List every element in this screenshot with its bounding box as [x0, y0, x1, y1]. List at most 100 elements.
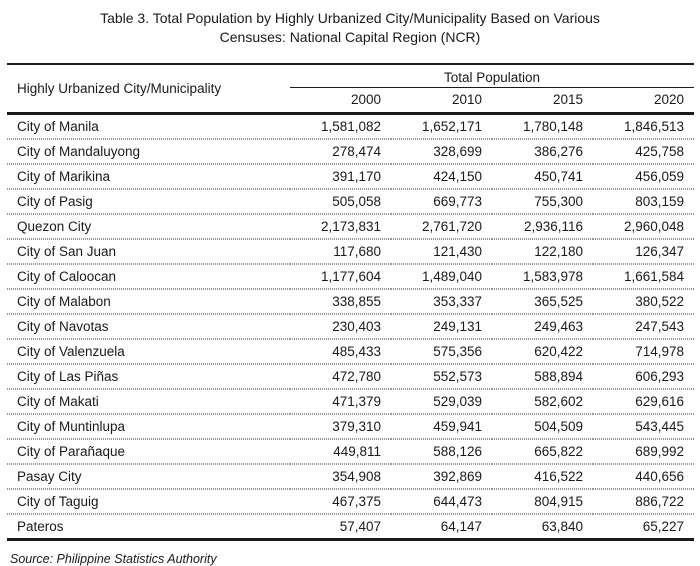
table-row: City of Taguig 467,375 644,473 804,915 886,7…: [7, 489, 695, 514]
population-value-cell: 755,300: [492, 189, 593, 214]
table-row: City of Valenzuela 485,433 575,356 620,422 7…: [7, 339, 695, 364]
table-row: Quezon City 2,173,831 2,761,720 2,936,116 2,…: [7, 214, 695, 239]
population-value-cell: 456,059: [593, 164, 695, 189]
header-total-population: Total Population: [290, 65, 695, 88]
population-value-cell: 278,474: [290, 139, 391, 164]
population-value-cell: 629,616: [593, 389, 695, 414]
population-value-cell: 2,173,831: [290, 214, 391, 239]
population-value-cell: 1,581,082: [290, 115, 391, 139]
table-row: City of Parañaque 449,811 588,126 665,822 68…: [7, 439, 695, 464]
city-name-cell: City of Caloocan: [7, 264, 290, 289]
city-name-cell: City of Pasig: [7, 189, 290, 214]
city-name-cell: City of Manila: [7, 115, 290, 139]
population-value-cell: 1,846,513: [593, 115, 695, 139]
population-value-cell: 2,761,720: [391, 214, 492, 239]
population-value-cell: 416,522: [492, 464, 593, 489]
table-row: City of Manila 1,581,082 1,652,171 1,780,14…: [7, 115, 695, 139]
population-value-cell: 440,656: [593, 464, 695, 489]
population-value-cell: 379,310: [290, 414, 391, 439]
population-value-cell: 122,180: [492, 239, 593, 264]
population-value-cell: 1,583,978: [492, 264, 593, 289]
population-value-cell: 485,433: [290, 339, 391, 364]
population-value-cell: 1,489,040: [391, 264, 492, 289]
population-value-cell: 1,177,604: [290, 264, 391, 289]
population-value-cell: 714,978: [593, 339, 695, 364]
header-year-2010: 2010: [391, 88, 492, 115]
population-value-cell: 620,422: [492, 339, 593, 364]
population-value-cell: 1,661,584: [593, 264, 695, 289]
population-value-cell: 886,722: [593, 489, 695, 514]
population-value-cell: 230,403: [290, 314, 391, 339]
population-value-cell: 392,869: [391, 464, 492, 489]
table-title-line-1: Table 3. Total Population by Highly Urba…: [100, 10, 600, 26]
population-value-cell: 338,855: [290, 289, 391, 314]
population-value-cell: 803,159: [593, 189, 695, 214]
population-value-cell: 467,375: [290, 489, 391, 514]
population-value-cell: 2,936,116: [492, 214, 593, 239]
population-value-cell: 64,147: [391, 514, 492, 538]
population-value-cell: 588,894: [492, 364, 593, 389]
city-name-cell: City of Marikina: [7, 164, 290, 189]
header-year-2000: 2000: [290, 88, 391, 115]
population-value-cell: 472,780: [290, 364, 391, 389]
population-value-cell: 582,602: [492, 389, 593, 414]
population-value-cell: 354,908: [290, 464, 391, 489]
population-value-cell: 380,522: [593, 289, 695, 314]
population-value-cell: 505,058: [290, 189, 391, 214]
population-value-cell: 328,699: [391, 139, 492, 164]
header-year-2020: 2020: [593, 88, 695, 115]
table-row: City of Malabon 338,855 353,337 365,525 380,…: [7, 289, 695, 314]
header-city-municipality: Highly Urbanized City/Municipality: [7, 65, 290, 115]
population-value-cell: 606,293: [593, 364, 695, 389]
population-value-cell: 450,741: [492, 164, 593, 189]
population-value-cell: 665,822: [492, 439, 593, 464]
population-value-cell: 1,780,148: [492, 115, 593, 139]
population-value-cell: 644,473: [391, 489, 492, 514]
city-name-cell: City of Makati: [7, 389, 290, 414]
population-value-cell: 449,811: [290, 439, 391, 464]
table-row: City of Marikina 391,170 424,150 450,741 456…: [7, 164, 695, 189]
table-row: City of Caloocan 1,177,604 1,489,040 1,583,…: [7, 264, 695, 289]
population-value-cell: 552,573: [391, 364, 492, 389]
population-value-cell: 459,941: [391, 414, 492, 439]
population-value-cell: 804,915: [492, 489, 593, 514]
source-note: Source: Philippine Statistics Authority: [10, 552, 217, 566]
city-name-cell: City of Malabon: [7, 289, 290, 314]
population-value-cell: 669,773: [391, 189, 492, 214]
population-value-cell: 249,463: [492, 314, 593, 339]
city-name-cell: City of Muntinlupa: [7, 414, 290, 439]
city-name-cell: City of Mandaluyong: [7, 139, 290, 164]
table-row: City of Makati 471,379 529,039 582,602 629,6…: [7, 389, 695, 414]
city-name-cell: City of Parañaque: [7, 439, 290, 464]
population-value-cell: 117,680: [290, 239, 391, 264]
population-value-cell: 365,525: [492, 289, 593, 314]
table-row: City of Navotas 230,403 249,131 249,463 247,…: [7, 314, 695, 339]
city-name-cell: Quezon City: [7, 214, 290, 239]
population-value-cell: 121,430: [391, 239, 492, 264]
table-body: City of Manila 1,581,082 1,652,171 1,780,14…: [7, 115, 695, 538]
table-row: City of San Juan 117,680 121,430 122,180 126…: [7, 239, 695, 264]
population-value-cell: 249,131: [391, 314, 492, 339]
population-value-cell: 529,039: [391, 389, 492, 414]
header-row-group: Highly Urbanized City/Municipality Total…: [7, 65, 695, 115]
city-name-cell: City of San Juan: [7, 239, 290, 264]
table-row: City of Pasig 505,058 669,773 755,300 803,15…: [7, 189, 695, 214]
population-value-cell: 425,758: [593, 139, 695, 164]
table-row: Pateros 57,407 64,147 63,840 65,227: [7, 514, 695, 538]
population-value-cell: 543,445: [593, 414, 695, 439]
population-value-cell: 57,407: [290, 514, 391, 538]
table-header: Highly Urbanized City/Municipality Total…: [7, 65, 695, 115]
population-value-cell: 353,337: [391, 289, 492, 314]
population-value-cell: 126,347: [593, 239, 695, 264]
population-value-cell: 247,543: [593, 314, 695, 339]
city-name-cell: Pateros: [7, 514, 290, 538]
population-table: Highly Urbanized City/Municipality Total…: [7, 63, 695, 541]
population-value-cell: 2,960,048: [593, 214, 695, 239]
population-value-cell: 689,992: [593, 439, 695, 464]
city-name-cell: Pasay City: [7, 464, 290, 489]
table-title-line-2: Censuses: National Capital Region (NCR): [219, 29, 481, 45]
table-row: Pasay City 354,908 392,869 416,522 440,656: [7, 464, 695, 489]
city-name-cell: City of Las Piñas: [7, 364, 290, 389]
population-value-cell: 575,356: [391, 339, 492, 364]
